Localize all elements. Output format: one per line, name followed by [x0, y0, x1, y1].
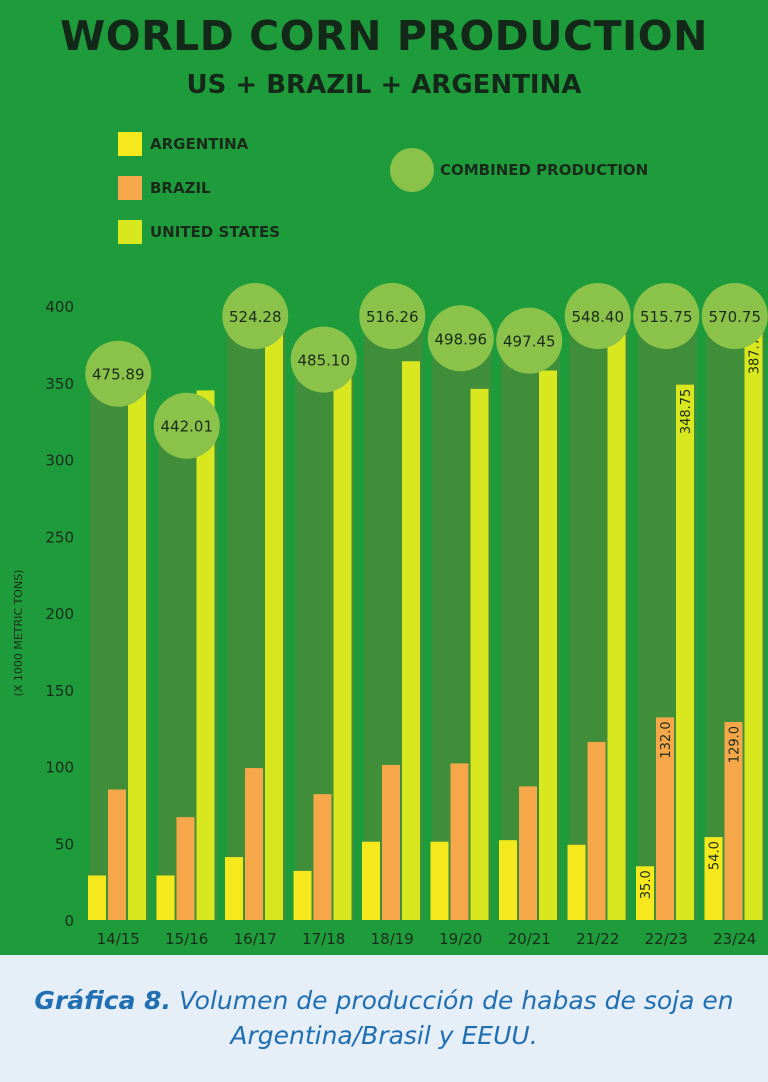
chart-panel: 35.0 132.0 348.75 54.0 129.0 387.75 475.89 442…	[0, 0, 768, 955]
figure-caption: Gráfica 8. Volumen de producción de haba…	[20, 983, 748, 1053]
combined-circle	[290, 326, 357, 393]
combined-value-label: 475.89	[92, 366, 145, 384]
caption-text: Volumen de producción de habas de soja e…	[171, 986, 734, 1050]
y-tick-label: 200	[45, 605, 74, 623]
legend-label-brazil: BRAZIL	[150, 179, 211, 197]
bar-argentina	[156, 875, 175, 920]
combined-circle	[496, 307, 563, 374]
bar-brazil	[245, 768, 263, 920]
y-tick-label: 50	[55, 835, 74, 853]
bar-united-states	[402, 361, 420, 920]
x-tick-label: 18/19	[371, 930, 414, 948]
bar-value-label: 54.0	[708, 841, 723, 870]
legend-label-argentina: ARGENTINA	[150, 135, 249, 153]
bar-value-label: 129.0	[728, 726, 743, 763]
bar-argentina	[362, 841, 380, 920]
bar-argentina	[225, 857, 243, 920]
bar-brazil	[382, 764, 400, 920]
bar-brazil	[313, 794, 332, 920]
bar-brazil	[108, 789, 126, 920]
y-axis-label: (X 1000 METRIC TONS)	[12, 570, 25, 697]
combined-circle	[222, 283, 289, 349]
bar-argentina	[293, 870, 312, 920]
bar-argentina	[88, 875, 106, 920]
caption-label: Gráfica 8.	[34, 986, 172, 1015]
combined-value-label: 515.75	[640, 308, 693, 326]
x-tick-label: 21/22	[576, 930, 619, 948]
y-tick-label: 100	[45, 759, 74, 777]
bar-value-label: 132.0	[659, 721, 674, 758]
combined-circle	[85, 340, 152, 407]
combined-circle	[633, 283, 700, 349]
y-tick-label: 400	[45, 298, 74, 316]
legend-item-brazil: BRAZIL	[118, 176, 211, 200]
y-tick-label: 150	[45, 682, 74, 700]
bar-argentina	[704, 837, 723, 920]
combined-circle	[427, 305, 494, 372]
legend-item-united-states: UNITED STATES	[118, 220, 280, 244]
bar-united-states	[607, 332, 626, 921]
combined-value-label: 516.26	[366, 308, 419, 326]
combined-value-label: 485.10	[298, 352, 351, 370]
legend-swatch-argentina	[118, 132, 142, 156]
bar-argentina	[567, 844, 586, 920]
bar-brazil	[176, 817, 195, 920]
bar-united-states	[128, 365, 146, 920]
bar-value-label: 348.75	[679, 389, 694, 435]
legend-swatch-united-states	[118, 220, 142, 244]
combined-circle	[701, 283, 768, 349]
bar-united-states	[744, 324, 763, 921]
bar-united-states	[470, 388, 489, 920]
x-tick-label: 17/18	[302, 930, 345, 948]
x-tick-label: 19/20	[439, 930, 482, 948]
bar-brazil	[450, 763, 469, 920]
y-tick-label: 300	[45, 452, 74, 470]
bar-brazil	[587, 741, 606, 920]
x-tick-label: 20/21	[508, 930, 551, 948]
legend-item-argentina: ARGENTINA	[118, 132, 248, 156]
chart-subtitle: US + BRAZIL + ARGENTINA	[186, 70, 582, 100]
bar-value-label: 35.0	[639, 870, 654, 899]
bar-united-states	[676, 384, 694, 920]
bar-argentina	[430, 841, 449, 920]
combined-value-label: 570.75	[709, 308, 762, 326]
bar-united-states	[196, 390, 215, 920]
bar-brazil	[656, 717, 674, 920]
x-tick-label: 14/15	[97, 930, 140, 948]
combined-circle	[564, 283, 631, 349]
chart-title: WORLD CORN PRODUCTION	[60, 12, 708, 60]
bar-argentina	[499, 840, 517, 920]
combined-value-label: 497.45	[503, 333, 556, 351]
legend-item-combined: COMBINED PRODUCTION	[390, 148, 648, 192]
figure-footer: Gráfica 8. Volumen de producción de haba…	[0, 955, 768, 1082]
legend-label-combined: COMBINED PRODUCTION	[440, 161, 649, 179]
legend-label-united-states: UNITED STATES	[150, 223, 281, 241]
y-tick-label: 0	[64, 912, 74, 930]
bar-brazil	[519, 786, 537, 920]
combined-circle	[359, 283, 426, 349]
bar-argentina	[636, 866, 654, 920]
legend-swatch-brazil	[118, 176, 142, 200]
y-tick-label: 350	[45, 375, 74, 393]
bar-brazil	[724, 721, 743, 920]
x-tick-label: 16/17	[234, 930, 277, 948]
x-tick-label: 22/23	[645, 930, 688, 948]
bar-united-states	[265, 329, 283, 920]
x-tick-label: 15/16	[165, 930, 208, 948]
combined-value-label: 548.40	[572, 308, 625, 326]
combined-value-label: 498.96	[435, 330, 488, 348]
combined-value-label: 524.28	[229, 308, 282, 326]
combined-value-label: 442.01	[161, 418, 214, 436]
combined-circle	[153, 392, 220, 459]
x-tick-label: 23/24	[713, 930, 756, 948]
bar-united-states	[333, 350, 352, 920]
bar-united-states	[539, 370, 557, 921]
legend-circle-combined	[390, 148, 434, 192]
y-tick-label: 250	[45, 528, 74, 546]
